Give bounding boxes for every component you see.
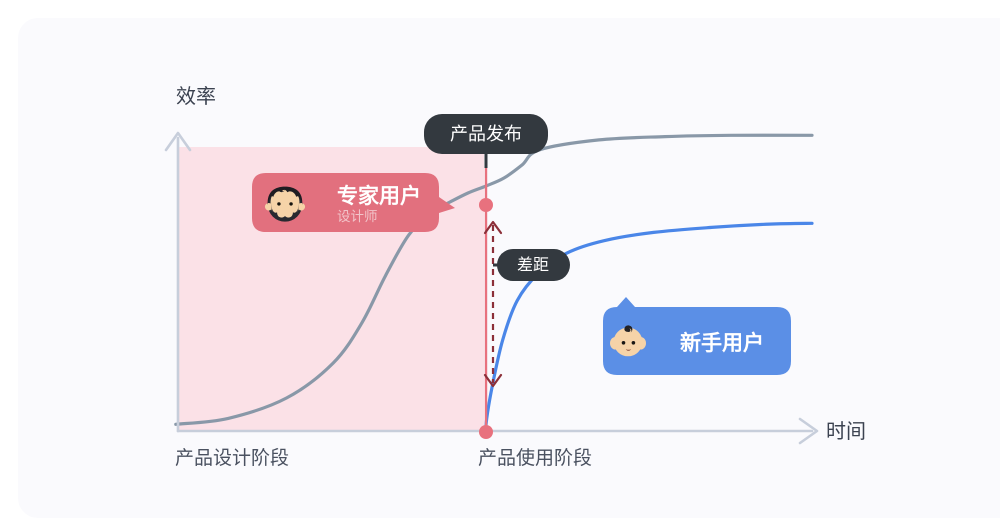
svg-text:产品使用阶段: 产品使用阶段 xyxy=(478,447,592,469)
svg-text:差距: 差距 xyxy=(517,256,549,274)
svg-text:专家用户: 专家用户 xyxy=(337,184,421,208)
svg-text:产品发布: 产品发布 xyxy=(450,124,522,144)
svg-text:新手用户: 新手用户 xyxy=(680,331,764,355)
svg-text:效率: 效率 xyxy=(176,85,216,108)
svg-text:产品设计阶段: 产品设计阶段 xyxy=(175,447,289,469)
svg-text:设计师: 设计师 xyxy=(337,209,378,224)
svg-text:时间: 时间 xyxy=(826,420,866,443)
